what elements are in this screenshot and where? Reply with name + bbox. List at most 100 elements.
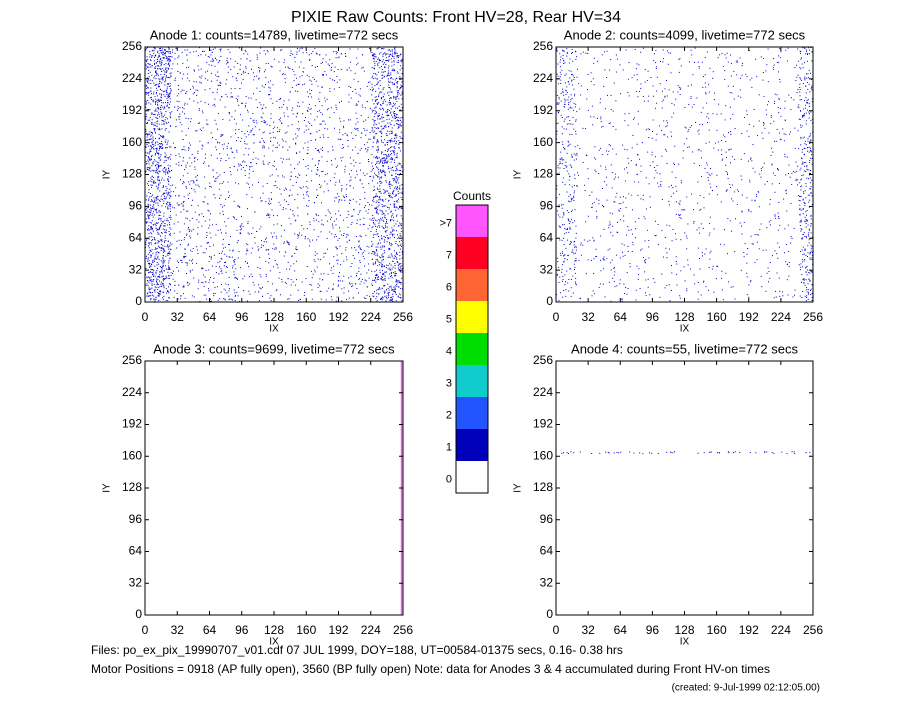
pixel-texture bbox=[162, 228, 164, 230]
pixel-texture bbox=[660, 184, 662, 186]
pixel-texture bbox=[377, 243, 379, 245]
pixel-texture bbox=[237, 239, 239, 241]
pixel-texture bbox=[302, 101, 304, 103]
pixel-texture bbox=[810, 139, 812, 141]
pixel-texture bbox=[150, 280, 152, 282]
pixel-texture bbox=[384, 175, 386, 177]
pixel-texture bbox=[223, 205, 225, 207]
pixel-texture bbox=[245, 136, 247, 138]
pixel-texture bbox=[238, 128, 240, 130]
pixel-texture bbox=[777, 167, 779, 169]
pixel-texture bbox=[375, 155, 377, 157]
pixel-texture bbox=[321, 202, 323, 204]
pixel-texture bbox=[243, 53, 245, 55]
pixel-texture bbox=[397, 190, 399, 192]
pixel-texture bbox=[163, 53, 165, 55]
pixel-texture bbox=[389, 237, 391, 239]
pixel-texture bbox=[167, 96, 169, 98]
pixel-texture bbox=[161, 68, 163, 70]
pixel-texture bbox=[366, 173, 368, 175]
pixel-texture bbox=[308, 103, 310, 105]
pixel-texture bbox=[301, 224, 303, 226]
pixel-texture bbox=[227, 284, 229, 286]
pixel-texture bbox=[390, 161, 392, 163]
pixel-texture bbox=[388, 86, 390, 88]
pixel-texture bbox=[717, 149, 719, 151]
pixel-texture bbox=[275, 235, 277, 237]
pixel-texture bbox=[393, 229, 395, 231]
pixel-texture bbox=[161, 116, 163, 118]
pixel-texture bbox=[309, 239, 311, 241]
pixel-texture bbox=[178, 93, 180, 95]
pixel-texture bbox=[273, 232, 275, 234]
pixel-texture bbox=[297, 83, 299, 85]
pixel-texture bbox=[247, 300, 249, 302]
pixel-texture bbox=[246, 182, 248, 184]
pixel-texture bbox=[230, 92, 232, 94]
pixel-texture bbox=[210, 154, 212, 156]
pixel-texture bbox=[251, 247, 253, 249]
pixel-texture bbox=[401, 184, 403, 186]
pixel-texture bbox=[378, 199, 380, 201]
pixel-texture bbox=[265, 275, 267, 277]
pixel-texture bbox=[760, 168, 762, 170]
pixel-texture bbox=[222, 250, 224, 252]
pixel-texture bbox=[377, 149, 379, 151]
pixel-texture bbox=[150, 177, 152, 179]
pixel-texture bbox=[400, 245, 402, 247]
pixel-texture bbox=[274, 180, 276, 182]
pixel-texture bbox=[213, 244, 215, 246]
pixel-texture bbox=[156, 73, 158, 75]
pixel-texture bbox=[157, 229, 159, 231]
pixel-texture bbox=[374, 56, 376, 58]
pixel-texture bbox=[370, 51, 372, 53]
pixel-texture bbox=[809, 91, 811, 93]
pixel-texture bbox=[383, 76, 385, 78]
pixel-texture bbox=[287, 298, 289, 300]
pixel-texture bbox=[395, 98, 397, 100]
pixel-texture bbox=[560, 73, 562, 75]
pixel-texture bbox=[211, 58, 213, 60]
pixel-texture bbox=[394, 103, 396, 105]
pixel-texture bbox=[275, 290, 277, 292]
pixel-texture bbox=[151, 132, 153, 134]
pixel-texture bbox=[391, 61, 393, 63]
pixel-texture bbox=[373, 55, 375, 57]
pixel-texture bbox=[398, 147, 400, 149]
pixel-texture bbox=[316, 116, 318, 118]
pixel-texture bbox=[369, 132, 371, 134]
pixel-texture bbox=[649, 196, 651, 198]
pixel-texture bbox=[159, 62, 161, 64]
pixel-texture bbox=[179, 231, 181, 233]
pixel-texture bbox=[389, 263, 391, 265]
pixel-texture bbox=[807, 60, 809, 62]
pixel-texture bbox=[168, 131, 170, 133]
pixel-texture bbox=[395, 256, 397, 258]
pixel-texture bbox=[338, 195, 340, 197]
pixel-texture bbox=[161, 82, 163, 84]
pixel-texture bbox=[397, 280, 399, 282]
pixel-texture bbox=[681, 209, 683, 211]
pixel-texture bbox=[290, 50, 292, 52]
pixel-texture bbox=[285, 201, 287, 203]
pixel-texture bbox=[228, 66, 230, 68]
pixel-texture bbox=[158, 112, 160, 114]
pixel-texture bbox=[244, 50, 246, 52]
pixel-texture bbox=[232, 265, 234, 267]
pixel-texture bbox=[160, 58, 162, 60]
pixel-texture bbox=[164, 54, 166, 56]
pixel-texture bbox=[154, 124, 156, 126]
pixel-texture bbox=[276, 142, 278, 144]
pixel-texture bbox=[287, 242, 289, 244]
pixel-texture bbox=[164, 119, 166, 121]
pixel-texture bbox=[158, 245, 160, 247]
pixel-texture bbox=[261, 137, 263, 139]
pixel-texture bbox=[307, 110, 309, 112]
pixel-texture bbox=[391, 65, 393, 67]
pixel-texture bbox=[216, 91, 218, 93]
pixel-texture bbox=[156, 222, 158, 224]
pixel-texture bbox=[640, 249, 642, 251]
pixel-texture bbox=[183, 201, 185, 203]
pixel-texture bbox=[376, 123, 378, 125]
pixel-texture bbox=[383, 292, 385, 294]
